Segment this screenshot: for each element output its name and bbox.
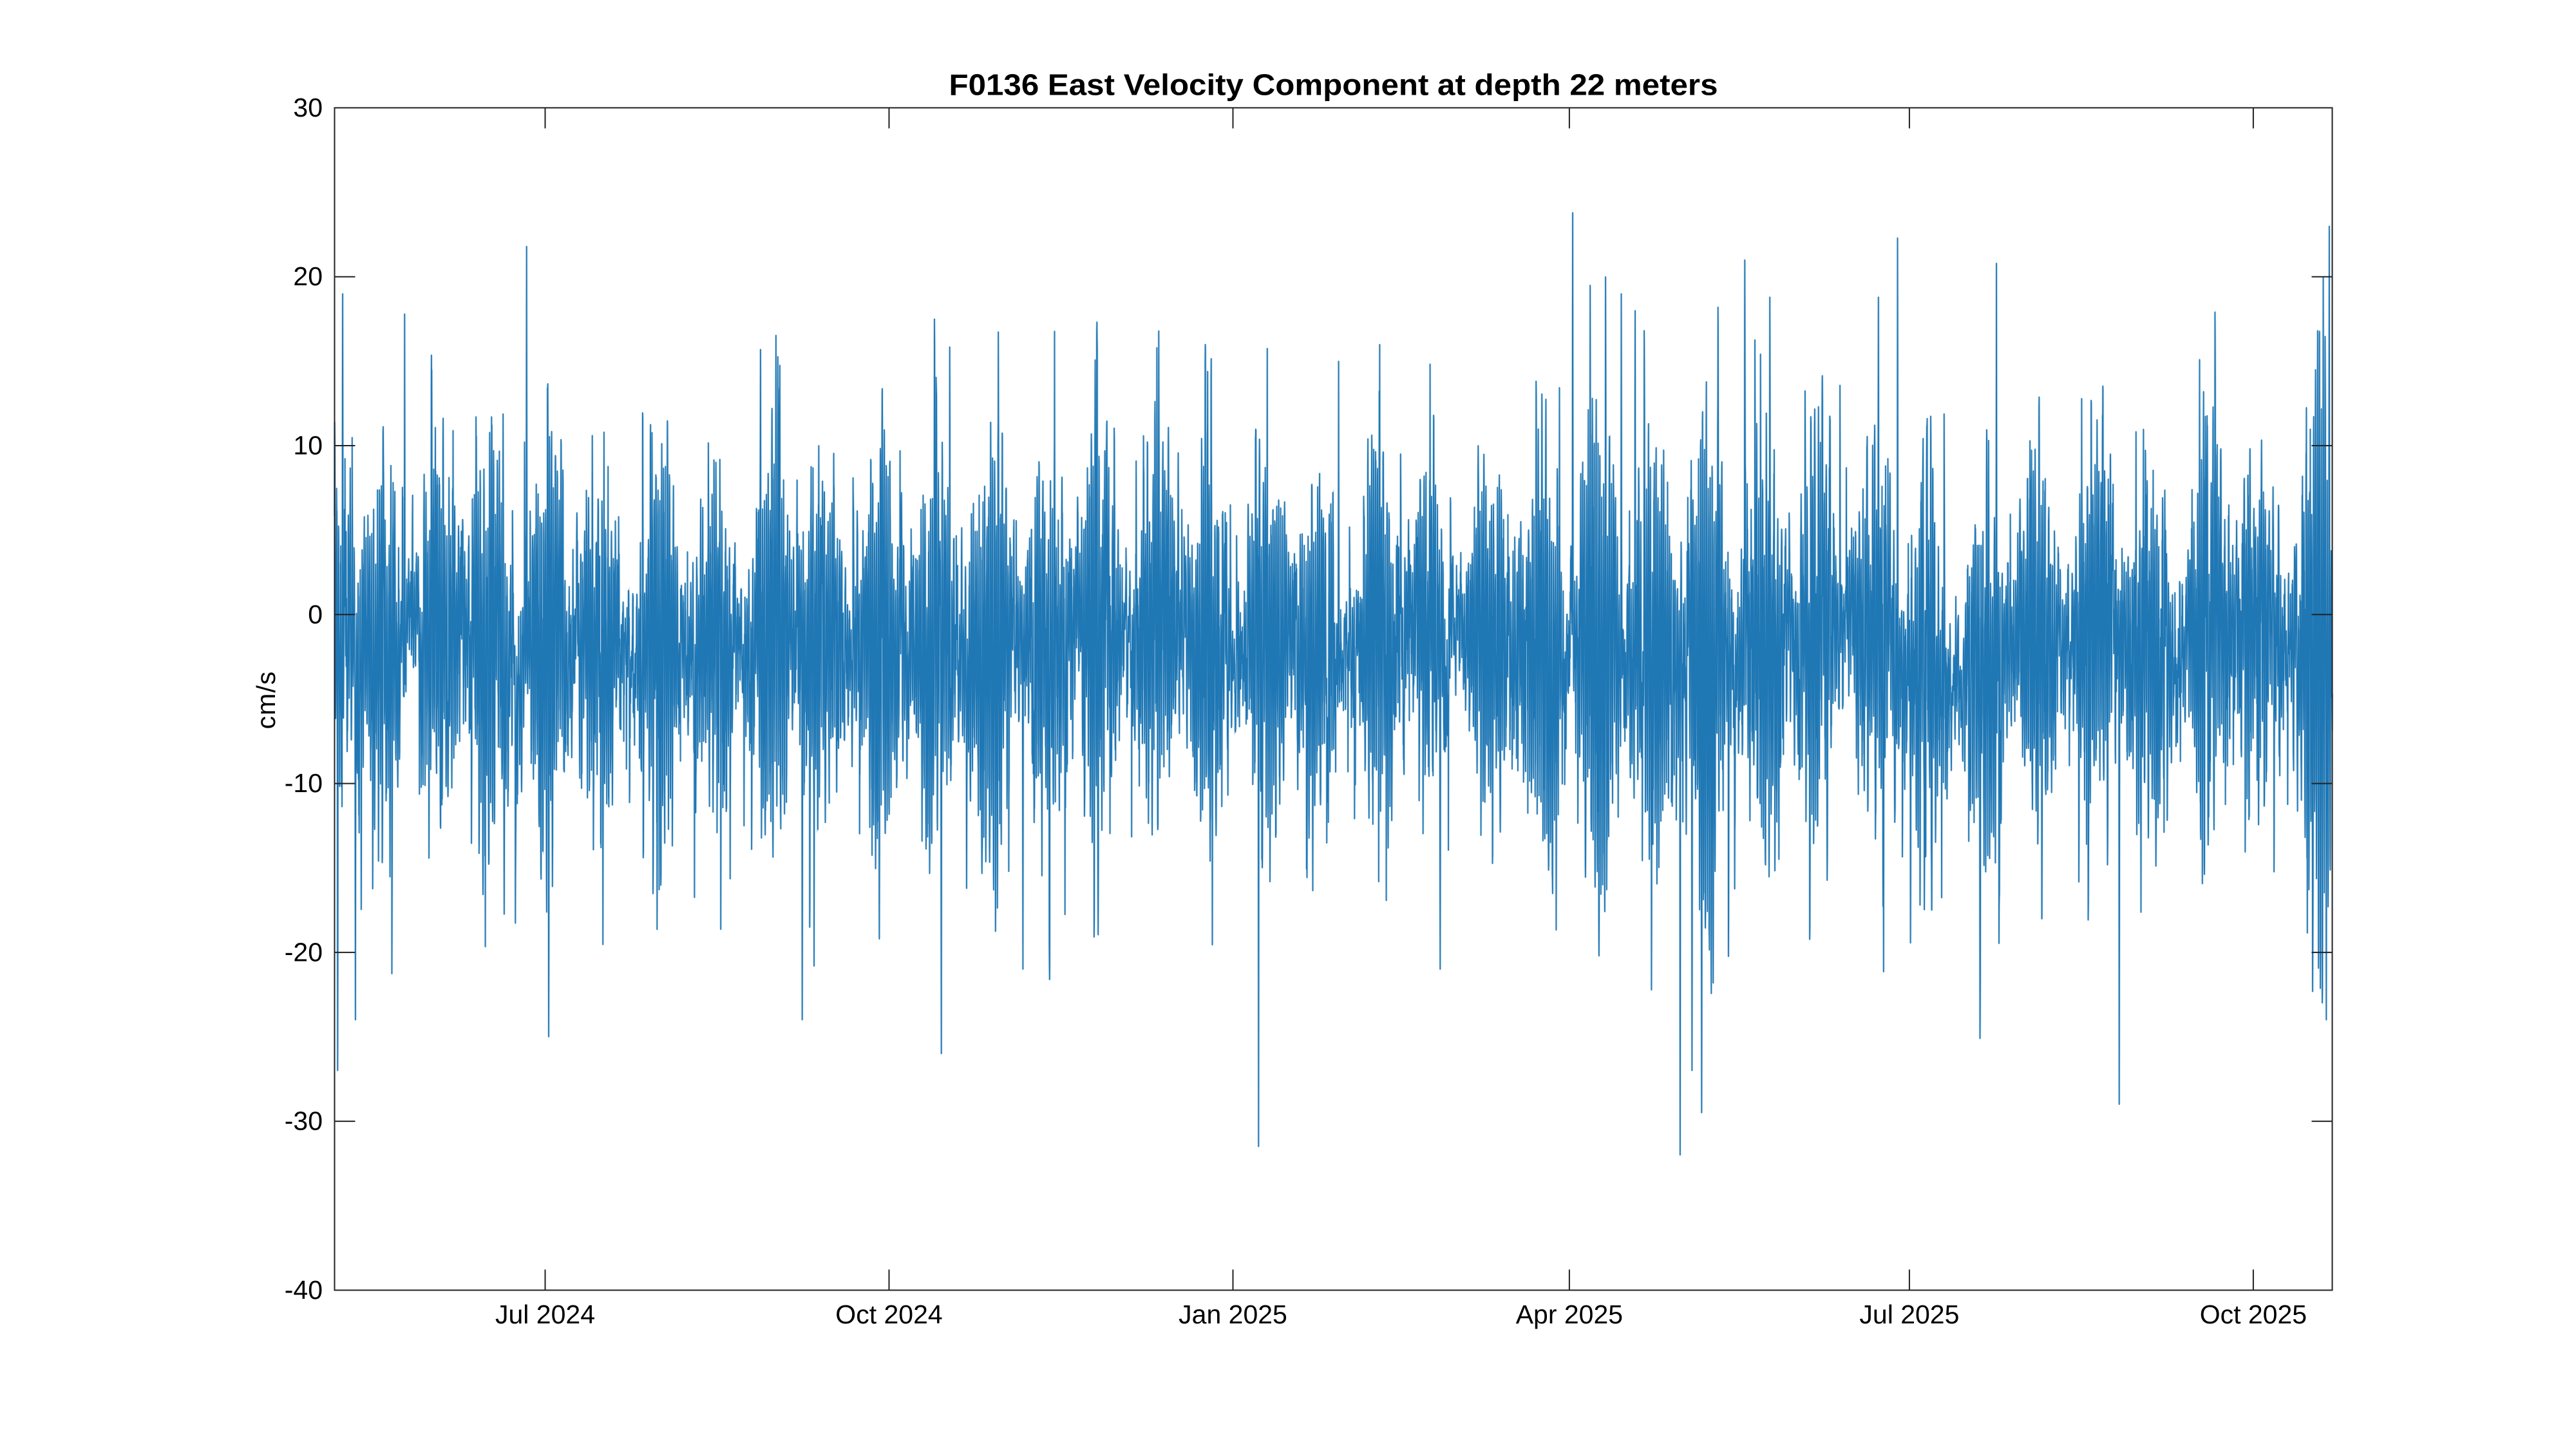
svg-text:-30: -30 [285,1106,323,1136]
svg-text:10: 10 [293,431,323,460]
svg-text:Apr 2025: Apr 2025 [1516,1300,1623,1329]
svg-text:-40: -40 [285,1275,323,1305]
svg-text:20: 20 [293,261,323,291]
svg-text:-10: -10 [285,768,323,798]
svg-text:-20: -20 [285,937,323,967]
svg-text:Oct 2024: Oct 2024 [835,1300,942,1329]
svg-text:0: 0 [308,600,323,629]
svg-text:Jan 2025: Jan 2025 [1179,1300,1287,1329]
svg-text:cm/s: cm/s [251,671,281,730]
svg-text:Oct 2025: Oct 2025 [2200,1300,2307,1329]
svg-text:Jul 2024: Jul 2024 [495,1300,595,1329]
svg-text:30: 30 [293,93,323,122]
svg-text:Jul 2025: Jul 2025 [1859,1300,1959,1329]
svg-text:F0136 East Velocity Component: F0136 East Velocity Component at depth 2… [949,68,1718,102]
